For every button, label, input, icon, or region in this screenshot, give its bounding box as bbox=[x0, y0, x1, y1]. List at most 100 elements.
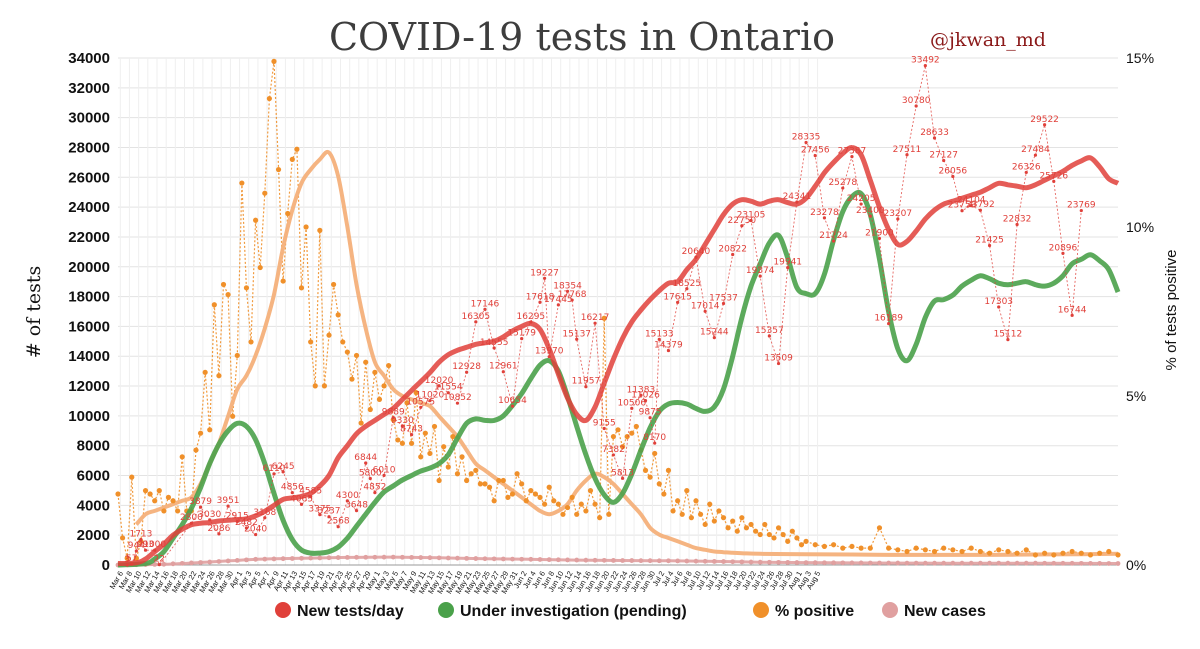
new-tests-data-label: 28335 bbox=[792, 132, 821, 142]
new-tests-data-label: 6010 bbox=[373, 465, 396, 475]
new-tests-point bbox=[611, 453, 616, 457]
new-cases-point bbox=[161, 561, 167, 567]
new-tests-data-label: 17618 bbox=[526, 292, 555, 302]
pct-positive-point bbox=[216, 373, 222, 379]
pct-positive-point bbox=[491, 498, 497, 504]
new-tests-point bbox=[767, 334, 771, 338]
new-tests-point bbox=[987, 243, 992, 248]
pct-positive-point bbox=[1115, 552, 1121, 558]
pct-positive-point bbox=[289, 156, 295, 162]
pct-positive-point bbox=[886, 545, 892, 551]
pct-positive-point bbox=[1051, 552, 1057, 558]
new-tests-point bbox=[942, 158, 946, 163]
pct-positive-point bbox=[505, 494, 511, 500]
new-tests-point bbox=[657, 337, 661, 341]
new-cases-point bbox=[464, 555, 470, 561]
pct-positive-point bbox=[583, 508, 589, 514]
new-tests-data-label: 16305 bbox=[461, 312, 490, 322]
pct-positive-point bbox=[326, 332, 332, 338]
pct-positive-point bbox=[537, 494, 543, 500]
axes: 0 2000 4000 6000 8000 10000 12000 14000 16000 180… bbox=[68, 50, 1154, 595]
new-tests-data-label: 3030 bbox=[198, 510, 221, 520]
new-tests-daily-line bbox=[127, 65, 1082, 566]
pct-positive-point bbox=[170, 498, 176, 504]
new-tests-data-label: 17768 bbox=[558, 290, 587, 300]
pct-positive-point bbox=[477, 481, 483, 487]
new-cases-point bbox=[656, 558, 662, 564]
new-cases-point bbox=[1005, 560, 1011, 566]
pct-positive-point bbox=[830, 542, 837, 548]
new-tests-data-label: 6245 bbox=[272, 462, 295, 472]
pct-positive-point bbox=[321, 383, 328, 389]
new-tests-data-label: 33492 bbox=[911, 56, 940, 66]
pct-positive-point bbox=[450, 433, 456, 440]
new-tests-data-label: 17615 bbox=[663, 292, 692, 302]
new-tests-data-label: 3 bbox=[124, 555, 130, 565]
pct-positive-point bbox=[619, 444, 626, 450]
new-tests-point bbox=[290, 490, 294, 495]
new-tests-point bbox=[813, 153, 817, 158]
new-cases-point bbox=[592, 557, 598, 563]
pct-positive-point bbox=[202, 369, 208, 375]
pct-positive-point bbox=[308, 339, 314, 345]
new-cases-point bbox=[317, 555, 323, 561]
new-tests-data-label: 25726 bbox=[1039, 171, 1068, 181]
new-cases-point bbox=[638, 558, 644, 564]
new-tests-data-label: 13970 bbox=[535, 347, 564, 357]
pct-positive-point bbox=[968, 545, 974, 551]
pct-positive-point bbox=[349, 376, 355, 382]
pct-positive-point bbox=[445, 464, 451, 470]
new-cases-point bbox=[803, 560, 809, 566]
pct-positive-point bbox=[597, 515, 603, 521]
pct-positive-point bbox=[661, 491, 667, 497]
new-cases-point bbox=[1023, 560, 1029, 566]
pct-positive-point bbox=[175, 508, 181, 514]
new-cases-point bbox=[555, 557, 561, 563]
new-tests-point bbox=[914, 104, 918, 108]
new-cases-point bbox=[537, 557, 543, 562]
new-tests-point bbox=[831, 239, 836, 243]
new-cases-point bbox=[473, 556, 479, 561]
new-tests-point bbox=[336, 525, 340, 529]
new-tests-point bbox=[409, 433, 414, 437]
new-tests-data-label: 944 bbox=[128, 541, 145, 551]
new-tests-point bbox=[134, 549, 138, 553]
pct-positive-point bbox=[574, 511, 580, 517]
new-tests-data-label: 8743 bbox=[400, 425, 423, 435]
pct-positive-point bbox=[743, 525, 750, 531]
new-tests-point bbox=[510, 404, 515, 408]
new-tests-point bbox=[547, 355, 551, 359]
new-tests-data-label: 4065 bbox=[290, 494, 313, 504]
new-cases-point bbox=[299, 555, 304, 561]
pct-positive-point bbox=[197, 430, 204, 436]
new-cases-point bbox=[1033, 560, 1038, 566]
new-tests-point bbox=[877, 236, 882, 241]
new-tests-data-label: 8170 bbox=[643, 433, 666, 443]
pct-positive-point bbox=[133, 555, 139, 561]
new-tests-data-label: 15112 bbox=[994, 330, 1023, 340]
pct-positive-point bbox=[895, 547, 901, 553]
pct-positive-point bbox=[404, 400, 410, 406]
new-tests-point bbox=[446, 391, 450, 395]
new-tests-point bbox=[382, 473, 386, 477]
new-cases-point bbox=[620, 558, 625, 563]
pct-positive-point bbox=[243, 285, 250, 291]
new-tests-point bbox=[354, 509, 359, 513]
new-tests-data-label: 26056 bbox=[939, 166, 968, 176]
new-tests-point bbox=[1061, 251, 1065, 256]
pct-positive-point bbox=[358, 420, 364, 426]
new-tests-point bbox=[474, 320, 478, 324]
pct-positive-point bbox=[1078, 550, 1084, 556]
pct-positive-point bbox=[656, 481, 662, 487]
pct-positive-point bbox=[821, 543, 828, 550]
new-tests-point bbox=[868, 214, 872, 218]
new-tests-point bbox=[795, 200, 799, 204]
new-tests-data-label: 26326 bbox=[1012, 162, 1041, 172]
new-cases-point bbox=[675, 558, 681, 564]
pct-positive-point bbox=[771, 535, 777, 541]
new-tests-data-label: 15357 bbox=[755, 326, 784, 336]
new-cases-point bbox=[574, 557, 580, 563]
new-cases-point bbox=[500, 556, 506, 562]
